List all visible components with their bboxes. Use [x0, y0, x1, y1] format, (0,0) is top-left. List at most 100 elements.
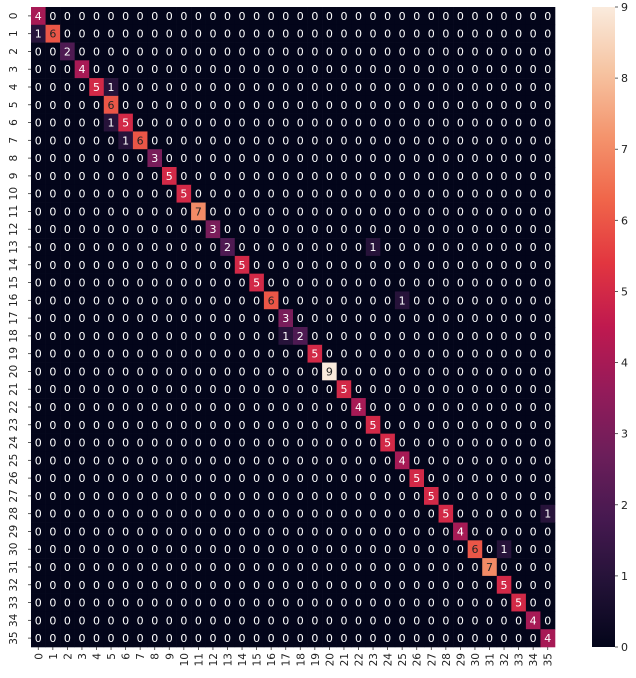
heatmap-cell-r9-c15 [249, 167, 265, 186]
cell-value-label: 0 [282, 63, 289, 76]
heatmap-cell-r3-c24 [380, 60, 396, 79]
heatmap-cell-r2-c8 [147, 42, 163, 61]
cell-value-label: 0 [326, 134, 333, 147]
cell-value-label: 0 [515, 134, 522, 147]
heatmap-cell-r2-c32 [496, 42, 512, 61]
cell-value-label: 0 [122, 365, 129, 378]
heatmap-cell-r7-c21 [336, 131, 352, 150]
cell-value-label: 0 [486, 45, 493, 58]
cell-value-label: 0 [297, 170, 304, 183]
cell-value-label: 0 [137, 188, 144, 201]
y-tick-label: 34 [8, 613, 20, 627]
colorbar-tick-label: 1 [621, 570, 628, 583]
cell-value-label: 0 [166, 330, 173, 343]
cell-value-label: 0 [428, 134, 435, 147]
cell-value-label: 0 [501, 223, 508, 236]
cell-value-label: 0 [413, 170, 420, 183]
cell-value-label: 0 [399, 330, 406, 343]
cell-value-label: 0 [253, 223, 260, 236]
y-tick-label: 12 [8, 223, 20, 236]
cell-value-label: 0 [486, 277, 493, 290]
y-tick-label: 0 [8, 13, 20, 20]
cell-value-label: 0 [49, 543, 56, 556]
heatmap-cell-r1-c13 [220, 24, 236, 43]
x-tick-label: 6 [121, 653, 133, 660]
cell-value-label: 0 [239, 597, 246, 610]
cell-value-label: 0 [93, 579, 100, 592]
cell-value-label: 0 [78, 277, 85, 290]
heatmap-cell-r1-c35 [540, 24, 556, 43]
cell-value-label: 0 [35, 365, 42, 378]
heatmap-cell-r3-c27 [424, 60, 439, 79]
cell-value-label: 0 [209, 117, 216, 130]
cell-value-label: 0 [151, 188, 158, 201]
cell-value-label: 0 [311, 508, 318, 521]
heatmap-cell-r8-c30 [467, 149, 483, 168]
heatmap-cell-r2-c22 [351, 42, 367, 61]
cell-value-label: 0 [253, 312, 260, 325]
cell-value-label: 0 [428, 508, 435, 521]
y-tick-label: 10 [8, 187, 20, 200]
cell-value-label: 0 [355, 614, 362, 627]
cell-value-label: 0 [122, 543, 129, 556]
heatmap-cell-r6-c30 [467, 113, 483, 132]
cell-value-label: 0 [326, 472, 333, 485]
cell-value-label: 0 [471, 99, 478, 112]
cell-value-label: 0 [471, 383, 478, 396]
heatmap-cell-r9-c21 [336, 167, 352, 186]
heatmap-cell-r4-c21 [336, 78, 352, 97]
cell-value-label: 0 [180, 63, 187, 76]
cell-value-label: 0 [399, 348, 406, 361]
cell-value-label: 0 [49, 205, 56, 218]
cell-value-label: 0 [122, 437, 129, 450]
cell-value-label: 0 [515, 152, 522, 165]
cell-value-label: 0 [515, 10, 522, 23]
heatmap-cell-r4-c12 [205, 78, 221, 97]
cell-value-label: 0 [253, 348, 260, 361]
heatmap-cell-r4-c5 [103, 78, 119, 97]
heatmap-cell-r3-c34 [525, 60, 541, 79]
cell-value-label: 0 [428, 45, 435, 58]
colorbar-tick-label: 9 [621, 1, 628, 14]
heatmap-cell-r8-c4 [89, 149, 105, 168]
cell-value-label: 0 [93, 152, 100, 165]
cell-value-label: 0 [544, 223, 551, 236]
cell-value-label: 1 [501, 543, 508, 556]
cell-value-label: 0 [515, 117, 522, 130]
cell-value-label: 0 [137, 312, 144, 325]
cell-value-label: 0 [530, 437, 537, 450]
cell-value-label: 0 [544, 614, 551, 627]
heatmap-cell-r2-c13 [220, 42, 236, 61]
cell-value-label: 0 [297, 490, 304, 503]
heatmap-cell-r2-c16 [263, 42, 279, 61]
cell-value-label: 0 [340, 579, 347, 592]
heatmap-cell-r9-c14 [234, 167, 250, 186]
cell-value-label: 0 [384, 99, 391, 112]
cell-value-label: 0 [297, 525, 304, 538]
cell-value-label: 5 [239, 259, 246, 272]
cell-value-label: 0 [137, 45, 144, 58]
cell-value-label: 0 [209, 277, 216, 290]
heatmap-cell-r9-c16 [263, 167, 279, 186]
cell-value-label: 0 [224, 81, 231, 94]
cell-value-label: 0 [530, 525, 537, 538]
cell-value-label: 0 [253, 419, 260, 432]
cell-value-label: 0 [384, 597, 391, 610]
cell-value-label: 0 [239, 81, 246, 94]
cell-value-label: 0 [471, 490, 478, 503]
heatmap-cell-r7-c28 [438, 131, 454, 150]
x-tick-label: 14 [237, 653, 249, 667]
cell-value-label: 0 [122, 312, 129, 325]
cell-value-label: 0 [442, 294, 449, 307]
cell-value-label: 0 [428, 472, 435, 485]
cell-value-label: 0 [209, 365, 216, 378]
cell-value-label: 0 [501, 383, 508, 396]
cell-value-label: 0 [457, 330, 464, 343]
cell-value-label: 1 [108, 117, 115, 130]
cell-value-label: 0 [486, 99, 493, 112]
cell-value-label: 0 [311, 472, 318, 485]
cell-value-label: 0 [384, 312, 391, 325]
cell-value-label: 0 [166, 259, 173, 272]
cell-value-label: 0 [166, 508, 173, 521]
heatmap-cell-r7-c4 [89, 131, 105, 150]
